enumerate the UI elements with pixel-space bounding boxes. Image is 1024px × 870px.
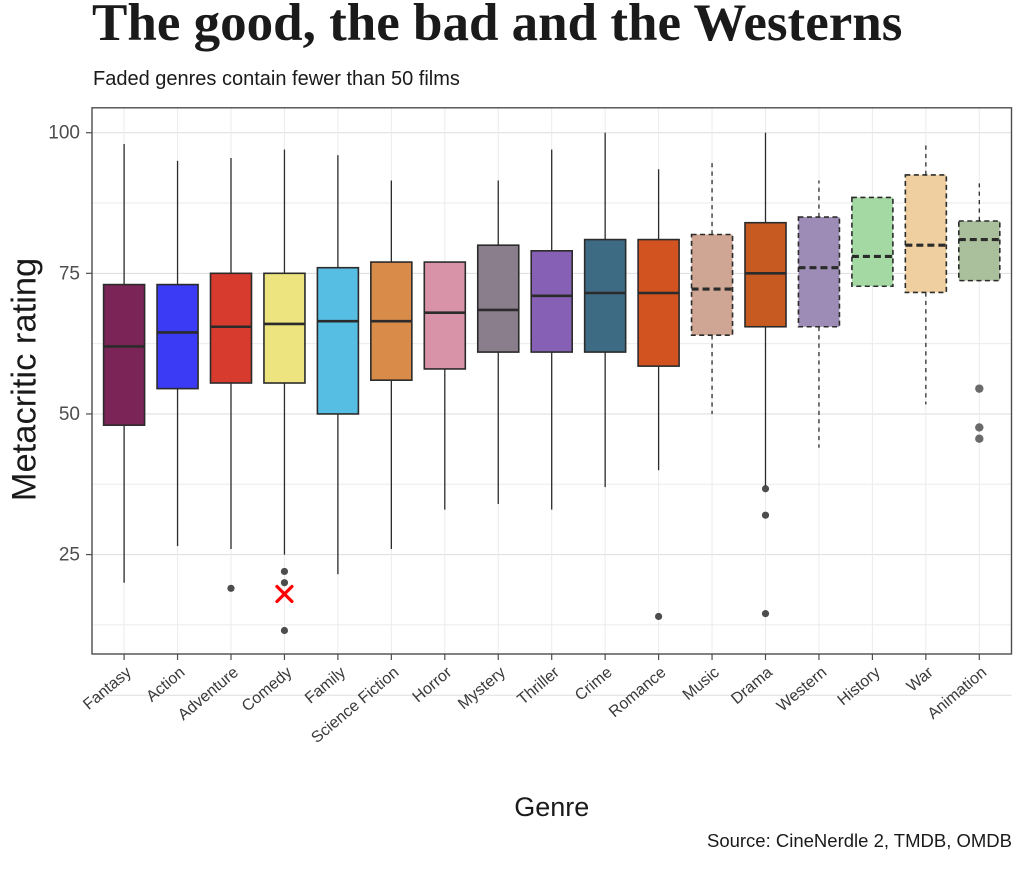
svg-text:25: 25 — [59, 545, 80, 566]
svg-text:100: 100 — [48, 123, 80, 144]
svg-text:75: 75 — [59, 263, 80, 284]
svg-text:50: 50 — [59, 404, 80, 425]
